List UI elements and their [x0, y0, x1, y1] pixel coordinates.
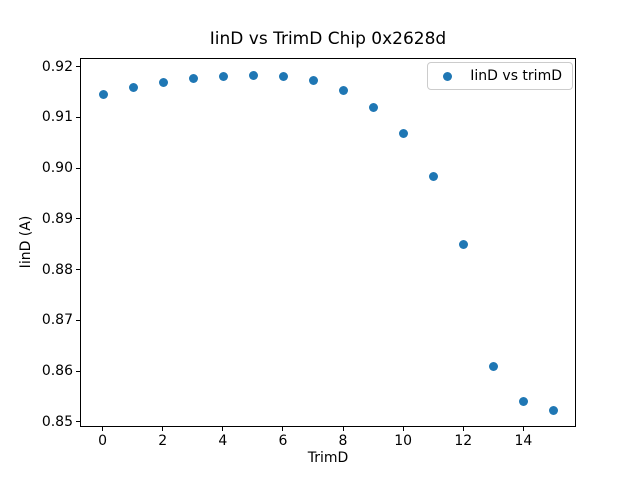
x-tick-mark [402, 427, 404, 431]
y-tick-mark [76, 167, 80, 169]
data-point [158, 77, 168, 87]
x-tick-label: 14 [514, 433, 533, 449]
y-tick-label: 0.92 [41, 58, 73, 75]
y-tick-mark [76, 421, 80, 423]
legend: IinD vs trimD [427, 62, 573, 90]
x-tick-label: 6 [278, 433, 288, 449]
x-tick-label: 12 [454, 433, 473, 449]
x-tick-label: 0 [98, 433, 107, 449]
x-tick-mark [102, 427, 104, 431]
legend-marker-icon [443, 71, 453, 81]
y-tick-mark [76, 218, 80, 220]
y-tick-mark [76, 116, 80, 118]
y-tick-label: 0.87 [41, 312, 73, 329]
y-tick-mark [76, 269, 80, 271]
y-tick-label: 0.88 [41, 261, 73, 278]
y-tick-label: 0.89 [41, 210, 73, 227]
y-tick-label: 0.91 [41, 109, 73, 126]
y-tick-mark [76, 66, 80, 68]
data-point [278, 72, 288, 82]
x-tick-label: 8 [338, 433, 348, 449]
x-tick-mark [162, 427, 164, 431]
x-tick-mark [222, 427, 224, 431]
data-point [308, 76, 318, 86]
y-tick-label: 0.85 [41, 413, 73, 430]
x-axis-label: TrimD [307, 450, 349, 466]
plot-area [80, 58, 576, 427]
data-point [218, 71, 228, 81]
data-point [128, 82, 138, 92]
y-tick-label: 0.86 [41, 363, 73, 380]
y-tick-label: 0.90 [41, 160, 73, 177]
data-point [429, 172, 439, 182]
data-point [489, 361, 499, 371]
data-point [98, 89, 108, 99]
data-point [519, 397, 529, 407]
y-tick-mark [76, 319, 80, 321]
y-tick-mark [76, 370, 80, 372]
data-point [369, 103, 379, 113]
data-point [399, 129, 409, 139]
x-tick-mark [282, 427, 284, 431]
data-point [188, 74, 198, 84]
x-tick-label: 10 [394, 433, 413, 449]
data-point [339, 85, 349, 95]
x-tick-mark [342, 427, 344, 431]
data-point [459, 240, 469, 250]
data-point [549, 405, 559, 415]
x-tick-label: 4 [218, 433, 228, 449]
data-point [248, 70, 258, 80]
x-tick-mark [522, 427, 524, 431]
x-tick-mark [462, 427, 464, 431]
legend-label: IinD vs trimD [470, 68, 562, 84]
x-tick-label: 2 [158, 433, 168, 449]
chart-title: IinD vs TrimD Chip 0x2628d [209, 29, 447, 49]
